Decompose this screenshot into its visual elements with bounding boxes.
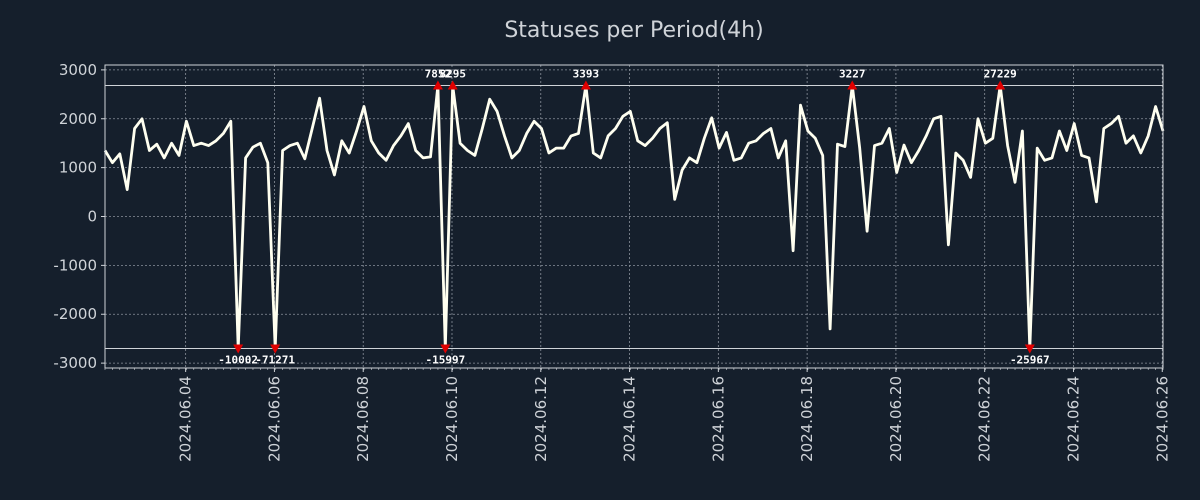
y-tick-label: -1000 [53,256,97,274]
outlier-label: -10002 [218,353,258,366]
outlier-markers: -10002-71271 7852 -15997 8295 3393 3227 27229 -… [218,68,1049,367]
outlier-marker [847,80,858,90]
outlier-marker [440,344,451,354]
y-tick-label: 1000 [59,159,97,177]
plot-frame [104,64,1164,369]
y-tick-label: -3000 [53,354,97,372]
outlier-marker [233,344,244,354]
outlier-marker [270,344,281,354]
y-tick-label: 3000 [59,61,97,79]
outlier-marker [580,80,591,90]
outlier-label: 8295 [439,68,466,81]
x-tick-label: 2024.06.08 [354,376,372,462]
outlier-label: -71271 [255,353,295,366]
x-tick-label: 2024.06.04 [177,376,195,462]
x-tick-label: 2024.06.26 [1153,376,1171,462]
outlier-marker [995,80,1006,90]
outlier-marker [1024,344,1035,354]
x-tick-label: 2024.06.14 [621,376,639,462]
x-tick-label: 2024.06.24 [1064,376,1082,462]
y-axis: 3000 2000 1000 0 -1000 -2000 -3000 [53,61,105,372]
outlier-label: 3227 [839,68,866,81]
outlier-marker [432,80,443,90]
x-axis: 2024.06.04 2024.06.06 2024.06.08 2024.06.10… [104,368,1171,462]
x-tick-label: 2024.06.18 [798,376,816,462]
outlier-label: 27229 [984,68,1017,81]
x-tick-label: 2024.06.10 [443,376,461,462]
outlier-label: 7852 [425,68,452,81]
series-line-statuses [103,84,1165,350]
outlier-label: 3393 [573,68,600,81]
y-tick-label: 0 [87,208,97,226]
x-tick-label: 2024.06.16 [709,376,727,462]
outlier-marker [447,80,458,90]
y-tick-label: 2000 [59,110,97,128]
outlier-label: -25967 [1010,353,1050,366]
x-tick-label: 2024.06.20 [887,376,905,462]
x-tick-label: 2024.06.22 [976,376,994,462]
x-tick-label: 2024.06.06 [265,376,283,462]
clip-lines [105,85,1163,349]
series-layer [103,84,1165,350]
chart-title: Statuses per Period(4h) [504,18,763,43]
outlier-label: -15997 [425,353,465,366]
x-tick-label: 2024.06.12 [532,376,550,462]
y-tick-label: -2000 [53,305,97,323]
